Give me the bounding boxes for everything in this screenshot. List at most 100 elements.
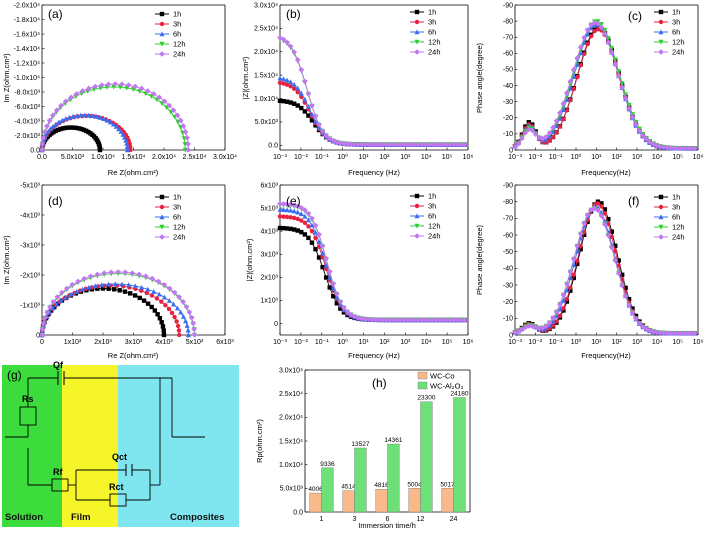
panel-f-point-1h — [619, 272, 625, 277]
legend-marker-6h — [658, 214, 664, 220]
legend-label-24h: 24h — [428, 232, 441, 241]
panel-f-point-1h — [613, 243, 618, 248]
panel-a-point-24h — [145, 88, 151, 94]
panel-e-point-24h — [383, 317, 390, 323]
panel-c-point-6h — [553, 123, 559, 129]
panel-e-point-1h — [334, 301, 340, 306]
panel-d-point-24h — [115, 269, 122, 275]
panel-e-point-1h — [281, 225, 286, 231]
panel-c-curve-6h — [514, 24, 695, 149]
panel-c-point-24h — [667, 145, 674, 151]
panel-d-point-24h — [81, 275, 88, 282]
panel-h-category-label: 6 — [386, 516, 390, 523]
panel-b-point-24h — [341, 140, 347, 147]
panel-c-bode-phase: 10⁻³ 10⁻² 10⁻¹ 10⁰ 10¹ 10² 10³ 10⁴ 10⁵ 10⁶ 0 -10 -20… — [475, 2, 703, 177]
panel-f-xtick-label: 10² — [612, 339, 623, 346]
panel-f-point-1h — [581, 232, 587, 238]
panel-b-point-24h — [383, 141, 390, 148]
panel-d-point-6h — [156, 291, 162, 297]
panel-b-point-24h — [405, 141, 411, 148]
panel-e-point-24h — [305, 210, 312, 217]
panel-a-point-1h — [66, 125, 71, 130]
panel-f-point-24h — [570, 256, 577, 262]
panel-e-point-6h — [305, 217, 311, 223]
panel-d-point-3h — [177, 332, 182, 338]
panel-b-ytick-label: 2.5x10⁴ — [254, 26, 278, 33]
panel-d-xtick-label: 2x10³ — [94, 339, 112, 346]
panel-e-ytick-label: 0 — [274, 321, 278, 328]
legend-marker-12h — [658, 39, 664, 45]
panel-a-ytick-label: -1.2x10⁴ — [14, 60, 40, 67]
panel-a-curve-12h — [41, 86, 186, 151]
panel-c-point-24h — [664, 144, 670, 151]
bar-wc-al2o3-3h — [354, 447, 367, 513]
panel-e-xtick-label: 10⁴ — [421, 339, 432, 346]
panel-f-label: (f) — [628, 194, 639, 208]
panel-d-point-24h — [94, 271, 101, 278]
panel-e-ytick-label: 1x10³ — [260, 298, 278, 305]
panel-b-point-24h — [458, 141, 464, 148]
panel-c-xtick-label: 10⁶ — [693, 154, 703, 161]
panel-e-point-24h — [458, 317, 464, 323]
panel-b-point-24h — [397, 141, 404, 148]
panel-d-ylabel: Im Z(ohm.cm²) — [2, 235, 11, 285]
panel-f-point-24h — [640, 323, 646, 330]
legend-label-24h: 24h — [672, 233, 685, 242]
panel-c-xlabel: Frequency(Hz) — [581, 168, 631, 177]
panel-e-point-3h — [295, 216, 300, 222]
panel-f-point-24h — [546, 319, 553, 326]
panel-c-point-24h — [598, 24, 605, 31]
panel-c-xtick-label: 10⁵ — [672, 154, 683, 161]
panel-a-point-24h — [185, 141, 191, 147]
panel-c-point-3h — [595, 26, 601, 32]
panel-f-point-1h — [623, 285, 628, 291]
panel-a-ytick-label: -1.4x10⁴ — [14, 46, 40, 53]
panel-e-point-3h — [306, 224, 311, 229]
bar-value-label: 23300 — [417, 395, 435, 402]
panel-a-ytick-label: -8.0x10³ — [14, 89, 40, 96]
panel-a-point-1h — [97, 147, 103, 153]
panel-b-point-24h — [373, 141, 379, 148]
film-label: Film — [71, 512, 91, 523]
panel-f-point-6h — [553, 313, 559, 319]
panel-a-point-6h — [123, 137, 129, 143]
panel-c-point-3h — [550, 134, 556, 140]
panel-f-point-3h — [578, 243, 583, 249]
panel-c-xtick-label: 10¹ — [591, 154, 602, 161]
panel-a-point-24h — [39, 147, 45, 153]
panel-a-point-6h — [97, 114, 103, 120]
panel-a-point-6h — [86, 112, 92, 118]
panel-d-point-6h — [145, 286, 151, 292]
panel-d-point-3h — [154, 296, 160, 301]
bar-wc-co-3h — [342, 490, 355, 513]
panel-a-ytick-label: -2.0x10⁴ — [14, 2, 40, 9]
panel-c-point-3h — [564, 108, 570, 113]
panel-d-point-6h — [80, 286, 86, 292]
panel-e-point-24h — [426, 317, 432, 323]
panel-c-point-24h — [577, 44, 584, 50]
legend-label-24h: 24h — [428, 48, 441, 57]
panel-c-point-24h — [633, 121, 639, 128]
panel-f-xtick-label: 10⁵ — [672, 339, 683, 346]
panel-f-point-24h — [605, 232, 612, 239]
panel-b-point-24h — [302, 78, 308, 85]
panel-a-point-6h — [118, 129, 124, 134]
legend-label-24h: 24h — [173, 233, 186, 242]
panel-d-point-1h — [106, 286, 111, 291]
panel-c-ytick-label: -30 — [503, 99, 513, 106]
panel-b-point-24h — [287, 43, 294, 50]
panel-d-point-1h — [152, 308, 158, 313]
panel-a-point-6h — [59, 117, 65, 123]
legend-label-6h: 6h — [173, 30, 181, 39]
panel-f-point-24h — [550, 315, 556, 321]
legend-label-1h: 1h — [672, 193, 680, 202]
panel-d-point-1h — [127, 291, 133, 296]
panel-f-point-3h — [599, 204, 604, 209]
bar-wc-al2o3-12h — [420, 401, 433, 513]
panel-d-point-6h — [185, 327, 191, 333]
panel-b-xtick-label: 10⁻³ — [273, 154, 287, 161]
panel-d-xtick-label: 0 — [40, 339, 44, 346]
panel-c-ytick-label: -80 — [503, 18, 513, 25]
